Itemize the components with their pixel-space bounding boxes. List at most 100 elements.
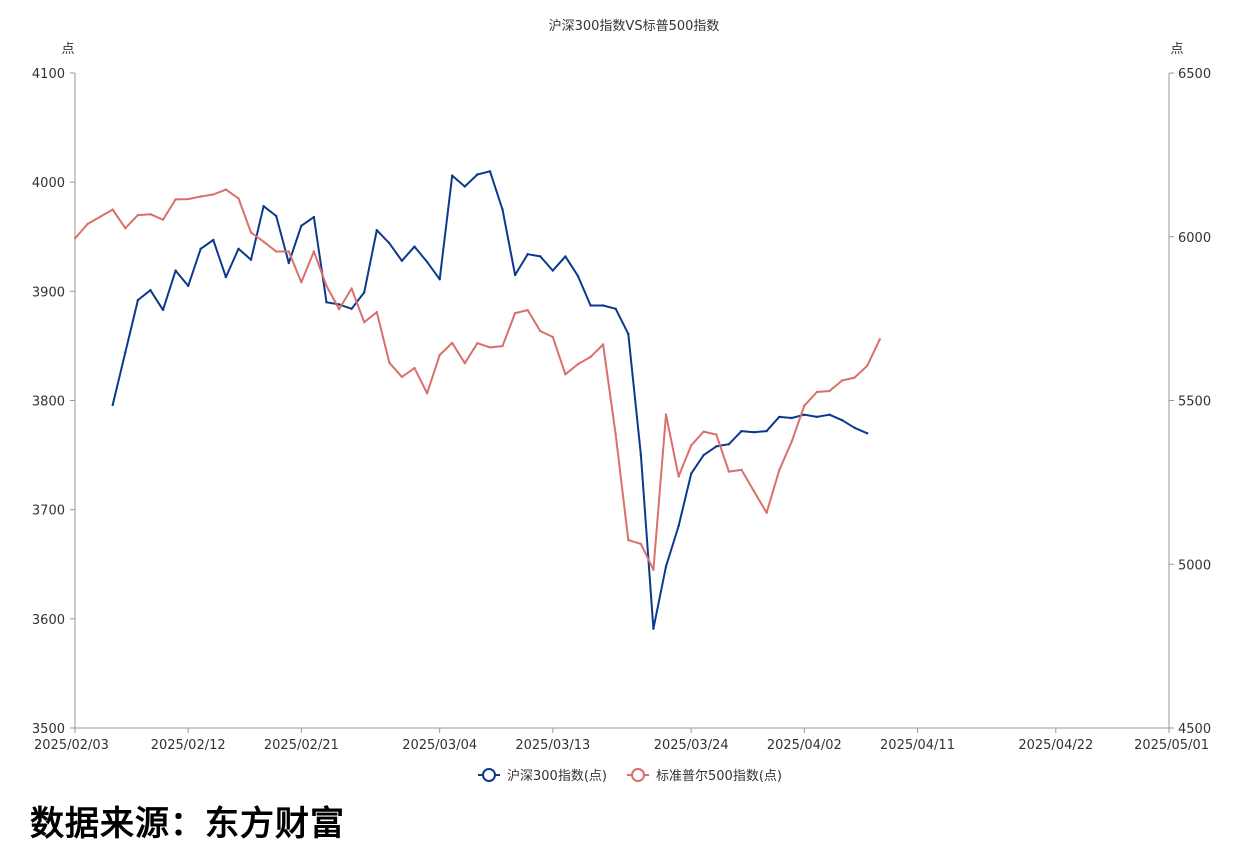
x-tick-label: 2025/03/04 bbox=[402, 738, 477, 753]
legend-marker-sp500 bbox=[631, 768, 645, 782]
data-point-0 bbox=[312, 215, 316, 219]
data-point-1 bbox=[690, 444, 693, 447]
data-point-1 bbox=[765, 511, 768, 514]
y-left-tick-label: 3600 bbox=[32, 613, 65, 628]
data-point-1 bbox=[614, 433, 617, 436]
data-point-1 bbox=[815, 390, 819, 394]
data-point-1 bbox=[325, 284, 328, 288]
data-point-0 bbox=[375, 229, 378, 232]
data-point-0 bbox=[350, 307, 353, 310]
data-point-1 bbox=[237, 197, 240, 200]
y-right-tick-label: 6500 bbox=[1178, 67, 1211, 82]
data-point-1 bbox=[149, 213, 152, 216]
data-point-1 bbox=[463, 362, 466, 365]
data-point-1 bbox=[249, 231, 253, 234]
data-point-0 bbox=[212, 238, 215, 242]
data-point-1 bbox=[400, 375, 404, 379]
data-point-1 bbox=[702, 430, 705, 433]
data-point-0 bbox=[752, 431, 756, 434]
series-line-1 bbox=[74, 188, 881, 571]
data-point-0 bbox=[325, 301, 328, 304]
data-point-0 bbox=[488, 170, 492, 173]
data-point-0 bbox=[275, 214, 278, 218]
data-point-1 bbox=[86, 222, 89, 226]
data-point-0 bbox=[249, 258, 253, 261]
data-point-0 bbox=[664, 565, 668, 568]
data-point-1 bbox=[715, 433, 718, 436]
y-left-unit: 点 bbox=[61, 42, 74, 57]
data-point-1 bbox=[451, 341, 454, 345]
data-point-0 bbox=[539, 255, 542, 258]
data-point-1 bbox=[752, 490, 756, 493]
series-line-0 bbox=[111, 170, 868, 630]
x-tick-label: 2025/04/22 bbox=[1018, 738, 1093, 753]
legend-item-hs300[interactable]: 沪深300指数(点) bbox=[478, 768, 607, 784]
x-tick-label: 2025/03/24 bbox=[654, 738, 729, 753]
data-point-0 bbox=[677, 524, 680, 528]
data-point-0 bbox=[476, 173, 479, 176]
data-point-1 bbox=[501, 344, 504, 348]
data-point-1 bbox=[199, 195, 202, 198]
data-point-0 bbox=[513, 273, 517, 277]
legend-item-sp500[interactable]: 标准普尔500指数(点) bbox=[627, 768, 782, 784]
data-point-0 bbox=[614, 307, 617, 310]
data-point-1 bbox=[224, 188, 228, 191]
data-point-1 bbox=[576, 362, 580, 366]
data-point-0 bbox=[262, 205, 265, 208]
data-point-0 bbox=[161, 308, 165, 312]
data-point-1 bbox=[677, 475, 680, 478]
x-tick-label: 2025/04/02 bbox=[767, 738, 842, 753]
data-point-1 bbox=[413, 366, 416, 370]
y-left-tick-label: 3900 bbox=[32, 285, 65, 300]
data-point-0 bbox=[287, 261, 290, 265]
y-right-unit: 点 bbox=[1170, 42, 1183, 57]
data-point-0 bbox=[853, 426, 856, 429]
data-point-0 bbox=[627, 332, 630, 336]
data-point-1 bbox=[98, 215, 102, 218]
y-right-ticks: 4500 5000 5500 6000 6500 bbox=[1169, 67, 1211, 737]
data-point-0 bbox=[337, 303, 341, 306]
data-point-0 bbox=[866, 432, 869, 435]
y-left-tick-label: 4000 bbox=[32, 176, 65, 191]
data-point-0 bbox=[363, 291, 366, 294]
data-point-0 bbox=[149, 289, 152, 292]
data-point-1 bbox=[828, 389, 831, 393]
data-point-1 bbox=[476, 342, 479, 345]
data-point-1 bbox=[740, 468, 743, 472]
data-point-1 bbox=[790, 440, 793, 443]
data-point-0 bbox=[174, 269, 177, 272]
data-point-0 bbox=[652, 627, 655, 630]
data-source-note: 数据来源：东方财富 bbox=[30, 804, 345, 844]
x-ticks: 2025/02/03 2025/02/12 2025/02/21 2025/03/04… bbox=[34, 728, 1209, 753]
data-point-1 bbox=[513, 311, 517, 315]
data-point-0 bbox=[803, 413, 806, 416]
data-point-0 bbox=[413, 245, 416, 248]
data-point-0 bbox=[740, 429, 743, 433]
data-point-0 bbox=[589, 304, 592, 307]
data-point-0 bbox=[501, 208, 504, 211]
data-point-1 bbox=[425, 392, 429, 395]
data-point-0 bbox=[715, 445, 718, 448]
x-tick-label: 2025/05/01 bbox=[1134, 738, 1209, 753]
data-point-1 bbox=[174, 198, 177, 201]
chart-title: 沪深300指数VS标普500指数 bbox=[549, 18, 720, 34]
data-point-1 bbox=[337, 307, 341, 311]
data-point-0 bbox=[702, 453, 705, 457]
data-point-1 bbox=[589, 355, 592, 359]
data-point-0 bbox=[224, 275, 228, 279]
data-point-1 bbox=[161, 218, 165, 221]
data-point-1 bbox=[778, 469, 781, 472]
data-point-1 bbox=[488, 346, 492, 349]
data-point-1 bbox=[312, 250, 316, 253]
data-point-1 bbox=[551, 335, 554, 339]
y-right-tick-label: 4500 bbox=[1178, 722, 1211, 737]
series-layer bbox=[73, 170, 881, 630]
data-point-0 bbox=[639, 453, 643, 457]
y-left-tick-label: 4100 bbox=[32, 67, 65, 82]
data-point-0 bbox=[237, 247, 240, 250]
legend-label-hs300: 沪深300指数(点) bbox=[507, 768, 607, 784]
legend-label-sp500: 标准普尔500指数(点) bbox=[656, 769, 782, 784]
data-point-1 bbox=[438, 353, 441, 357]
y-left-tick-label: 3800 bbox=[32, 395, 65, 410]
data-point-1 bbox=[136, 213, 140, 217]
